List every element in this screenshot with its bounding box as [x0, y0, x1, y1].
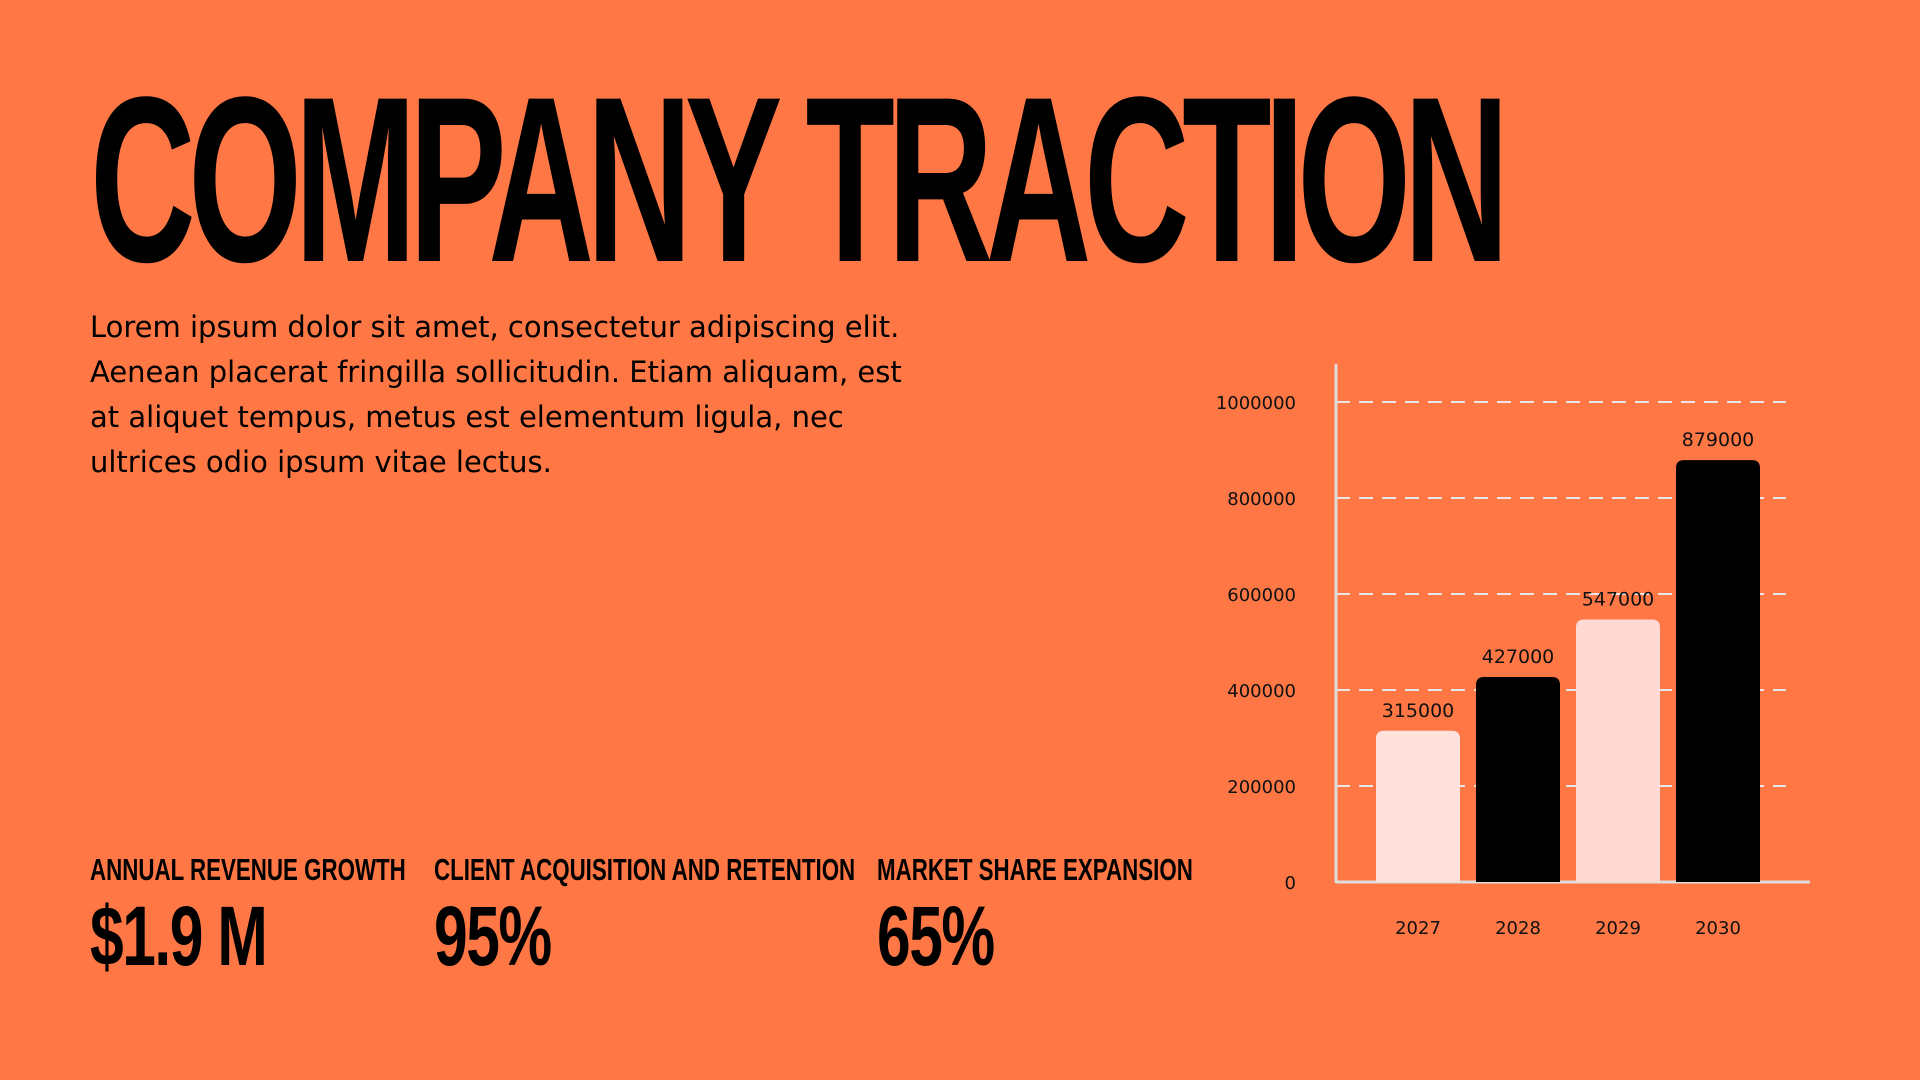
y-tick-label: 400000 [1227, 681, 1296, 702]
bar-2027 [1376, 730, 1460, 882]
stat-value: $1.9 M [90, 889, 268, 983]
bar-2030 [1676, 460, 1760, 882]
bar-2028 [1476, 677, 1560, 882]
y-tick-label: 600000 [1227, 585, 1296, 606]
x-tick-label: 2029 [1595, 918, 1641, 939]
y-tick-label: 0 [1285, 873, 1296, 894]
data-label: 879000 [1682, 429, 1755, 451]
data-label: 427000 [1482, 646, 1555, 668]
stat-value: 95% [434, 889, 552, 983]
data-label: 547000 [1582, 588, 1655, 610]
stat-value: 65% [877, 889, 995, 983]
stat-annual-revenue-growth: ANNUAL REVENUE GROWTH $1.9 M [90, 852, 529, 978]
y-tick-label: 800000 [1227, 489, 1296, 510]
data-label: 315000 [1382, 700, 1455, 722]
stat-market-share-expansion: MARKET SHARE EXPANSION 65% [877, 852, 1316, 978]
stat-label: MARKET SHARE EXPANSION [877, 852, 1193, 887]
stat-label: ANNUAL REVENUE GROWTH [90, 852, 406, 887]
stat-label: CLIENT ACQUISITION AND RETENTION [434, 852, 856, 887]
x-tick-label: 2030 [1695, 918, 1741, 939]
x-tick-label: 2027 [1395, 918, 1441, 939]
page-title: COMPANY TRACTION [90, 48, 1509, 312]
x-tick-label: 2028 [1495, 918, 1541, 939]
bar-chart: 0 200000 400000 600000 800000 1000000 315000 20… [1216, 364, 1810, 939]
body-paragraph: Lorem ipsum dolor sit amet, consectetur … [90, 310, 902, 479]
y-tick-label: 1000000 [1216, 393, 1296, 414]
bar-2029 [1576, 619, 1660, 882]
stat-client-acquisition: CLIENT ACQUISITION AND RETENTION 95% [434, 852, 1019, 978]
y-tick-label: 200000 [1227, 777, 1296, 798]
